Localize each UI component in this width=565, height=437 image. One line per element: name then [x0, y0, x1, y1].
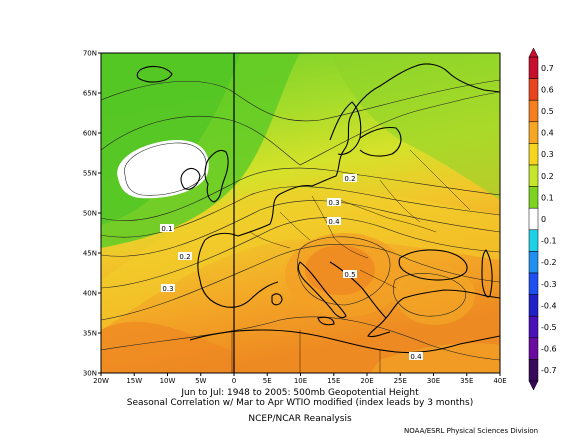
contour-label: 0.4	[410, 353, 422, 361]
colorbar-label: 0.4	[541, 129, 554, 138]
lat-tick-label: 60N	[83, 130, 97, 138]
colorbar-label: 0.1	[541, 193, 554, 202]
lon-tick-label: 15E	[327, 377, 340, 385]
contour-labels: 0.2 0.3 0.4 0.5 0.1 0.2 0.3 0.4	[160, 174, 423, 361]
lat-tick-label: 50N	[83, 210, 97, 218]
lon-tick-label: 5E	[263, 377, 272, 385]
colorbar-label: -0.4	[541, 301, 557, 310]
lat-tick-label: 35N	[83, 330, 97, 338]
caption-source: NCEP/NCAR Reanalysis	[248, 414, 352, 424]
lat-tick-label: 30N	[83, 370, 97, 378]
colorbar-swatch	[528, 121, 539, 144]
colorbar-label: -0.3	[541, 280, 557, 289]
colorbar-label: 0.2	[541, 172, 554, 181]
colorbar-swatch	[528, 229, 539, 252]
lon-tick-label: 5W	[195, 377, 206, 385]
colorbar-label: 0	[541, 215, 546, 224]
contour-label: 0.1	[161, 225, 172, 233]
credit-text: NOAA/ESRL Physical Sciences Division	[404, 427, 539, 435]
caption-title: Jun to Jul: 1948 to 2005: 500mb Geopoten…	[181, 388, 419, 398]
contour-label: 0.2	[344, 175, 355, 183]
caption-subtitle: Seasonal Correlation w/ Mar to Apr WTIO …	[126, 398, 474, 408]
colorbar-swatch	[528, 251, 539, 274]
lat-tick-label: 40N	[83, 290, 97, 298]
contour-label: 0.4	[328, 218, 340, 226]
colorbar-swatch	[528, 272, 539, 295]
latitude-axis: 70N 65N 60N 55N 50N 45N 40N 35N 30N	[83, 50, 101, 378]
lat-tick-label: 55N	[83, 170, 97, 178]
longitude-axis: 20W 15W 10W 5W 0 5E 10E 15E 20E 25E 30E 35E 40E	[93, 373, 507, 385]
lon-tick-label: 0	[232, 377, 236, 385]
lon-tick-label: 20E	[360, 377, 373, 385]
contour-label: 0.3	[162, 285, 173, 293]
contour-label: 0.3	[328, 199, 339, 207]
lon-tick-label: 15W	[126, 377, 142, 385]
colorbar-label: 0.3	[541, 150, 554, 159]
colorbar-label: 0.5	[541, 107, 554, 116]
colorbar-label: -0.1	[541, 237, 557, 246]
colorbar-swatch	[528, 56, 539, 79]
colorbar-swatch	[528, 337, 539, 360]
colorbar-label: -0.5	[541, 323, 557, 332]
colorbar-swatch	[528, 143, 539, 166]
lon-tick-label: 30E	[427, 377, 440, 385]
colorbar-swatch	[528, 99, 539, 123]
contour-label: 0.5	[344, 271, 355, 279]
lon-tick-label: 20W	[93, 377, 109, 385]
colorbar-swatch	[528, 78, 539, 101]
contour-label: 0.2	[179, 253, 190, 261]
colorbar-label: 0.7	[541, 64, 554, 73]
lat-tick-label: 70N	[83, 50, 97, 58]
colorbar-label: -0.7	[541, 366, 557, 375]
colorbar-swatch	[528, 207, 539, 231]
lon-tick-label: 10E	[294, 377, 307, 385]
lat-tick-label: 65N	[83, 90, 97, 98]
colorbar-label: 0.6	[541, 85, 554, 94]
lon-tick-label: 35E	[460, 377, 473, 385]
colorbar-swatch	[528, 359, 539, 382]
colorbar-swatch	[528, 186, 539, 209]
lat-tick-label: 45N	[83, 250, 97, 258]
colorbar-label: -0.2	[541, 258, 557, 267]
colorbar-swatch	[528, 164, 539, 187]
lon-tick-label: 10W	[160, 377, 176, 385]
colorbar-label: -0.6	[541, 345, 557, 354]
colorbar-swatch	[528, 315, 539, 339]
colorbar: 0.7 0.6 0.5 0.4 0.3 0.2 0.1 0 -0.1 -0.2 -0.3 -0.4 -0…	[528, 47, 557, 391]
lon-tick-label: 25E	[394, 377, 407, 385]
lon-tick-label: 40E	[493, 377, 506, 385]
map-field	[101, 53, 500, 373]
colorbar-swatch	[528, 294, 539, 317]
